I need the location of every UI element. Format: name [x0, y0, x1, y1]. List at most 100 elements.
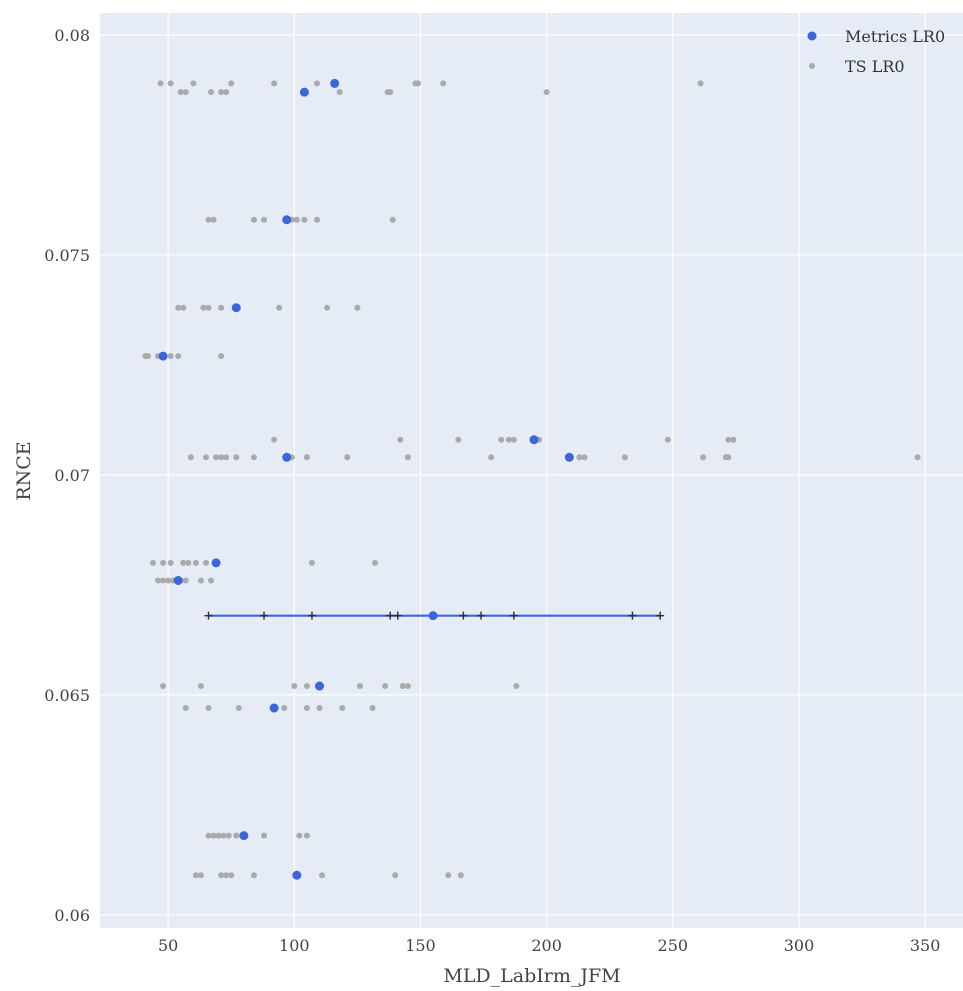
- ts-lr0-point: [215, 832, 222, 839]
- metrics-lr0-points: [158, 78, 574, 880]
- ts-lr0-point: [197, 872, 204, 879]
- range-line-marker: [459, 611, 468, 620]
- ts-lr0-point: [296, 832, 303, 839]
- ts-lr0-point: [319, 872, 326, 879]
- ts-lr0-point: [167, 559, 174, 566]
- ts-lr0-point: [440, 80, 447, 87]
- ts-lr0-point: [218, 304, 225, 311]
- ts-lr0-point: [389, 216, 396, 223]
- ts-lr0-point: [185, 559, 192, 566]
- ts-lr0-point: [149, 559, 156, 566]
- y-tick-label: 0.065: [44, 686, 90, 705]
- ts-lr0-point: [303, 454, 310, 461]
- range-line-marker: [204, 611, 213, 620]
- range-line-marker: [509, 611, 518, 620]
- x-tick-label: 150: [405, 936, 436, 955]
- legend-marker-ts-lr0: [809, 63, 815, 69]
- ts-lr0-point: [404, 454, 411, 461]
- range-line-marker: [386, 611, 395, 620]
- ts-lr0-point: [344, 454, 351, 461]
- ts-lr0-point: [197, 577, 204, 584]
- ts-lr0-point: [218, 353, 225, 360]
- ts-lr0-point: [190, 80, 197, 87]
- ts-lr0-point: [271, 436, 278, 443]
- metrics-lr0-point: [239, 831, 249, 841]
- legend-marker-metrics-lr0: [807, 31, 817, 41]
- ts-lr0-point: [414, 80, 421, 87]
- metrics-lr0-point: [299, 87, 309, 97]
- ts-lr0-point: [218, 89, 225, 96]
- metrics-lr0-point: [282, 452, 292, 462]
- ts-lr0-points: [142, 80, 921, 879]
- ts-lr0-point: [223, 872, 230, 879]
- ts-lr0-point: [177, 89, 184, 96]
- ts-lr0-point: [314, 216, 321, 223]
- metrics-lr0-point: [529, 435, 539, 445]
- ts-lr0-point: [404, 683, 411, 690]
- ts-lr0-point: [308, 559, 315, 566]
- range-line-marker: [393, 611, 402, 620]
- ts-lr0-point: [488, 454, 495, 461]
- y-tick-labels: 0.06 0.065 0.07 0.075 0.08: [44, 26, 90, 925]
- ts-lr0-point: [144, 353, 151, 360]
- metrics-lr0-point: [330, 78, 340, 88]
- ts-lr0-point: [202, 559, 209, 566]
- plot-background: [100, 13, 963, 928]
- y-axis-title: RNCE: [13, 441, 35, 500]
- legend[interactable]: Metrics LR0 TS LR0: [807, 27, 946, 76]
- ts-lr0-point: [730, 436, 737, 443]
- ts-lr0-point: [180, 559, 187, 566]
- ts-lr0-point: [160, 577, 167, 584]
- ts-lr0-point: [182, 89, 189, 96]
- ts-lr0-point: [208, 577, 215, 584]
- ts-lr0-point: [250, 454, 257, 461]
- ts-lr0-point: [382, 683, 389, 690]
- ts-lr0-point: [210, 216, 217, 223]
- ts-lr0-point: [392, 872, 399, 879]
- ts-lr0-point: [197, 683, 204, 690]
- ts-lr0-point: [218, 872, 225, 879]
- ts-lr0-point: [725, 454, 732, 461]
- ts-lr0-point: [576, 454, 583, 461]
- ts-lr0-point: [445, 872, 452, 879]
- ts-lr0-point: [303, 832, 310, 839]
- ts-lr0-point: [261, 216, 268, 223]
- ts-lr0-point: [210, 832, 217, 839]
- x-tick-label: 200: [531, 936, 562, 955]
- ts-lr0-point: [303, 683, 310, 690]
- metrics-lr0-point: [173, 575, 183, 585]
- ts-lr0-point: [167, 80, 174, 87]
- ts-lr0-point: [192, 559, 199, 566]
- ts-lr0-point: [223, 454, 230, 461]
- ts-lr0-point: [167, 353, 174, 360]
- ts-lr0-point: [192, 872, 199, 879]
- ts-lr0-point: [387, 89, 394, 96]
- ts-lr0-point: [205, 216, 212, 223]
- ts-lr0-point: [621, 454, 628, 461]
- ts-lr0-point: [205, 304, 212, 311]
- ts-lr0-point: [261, 832, 268, 839]
- ts-lr0-point: [354, 304, 361, 311]
- ts-lr0-point: [165, 577, 172, 584]
- range-line-marker: [656, 611, 665, 620]
- ts-lr0-point: [205, 705, 212, 712]
- ts-lr0-point: [225, 832, 232, 839]
- metrics-lr0-point: [231, 303, 241, 313]
- ts-lr0-point: [235, 705, 242, 712]
- ts-lr0-point: [293, 216, 300, 223]
- ts-lr0-point: [339, 705, 346, 712]
- x-tick-label: 250: [658, 936, 689, 955]
- ts-lr0-point: [228, 80, 235, 87]
- metrics-lr0-point: [158, 351, 168, 361]
- ts-lr0-point: [233, 832, 240, 839]
- y-tick-label: 0.075: [44, 246, 90, 265]
- ts-lr0-point: [155, 577, 162, 584]
- ts-lr0-point: [213, 454, 220, 461]
- ts-lr0-point: [205, 832, 212, 839]
- x-tick-label: 350: [910, 936, 941, 955]
- legend-label-metrics-lr0: Metrics LR0: [845, 27, 945, 46]
- ts-lr0-point: [510, 436, 517, 443]
- x-axis-title: MLD_LabIrm_JFM: [443, 965, 620, 987]
- ts-lr0-point: [303, 705, 310, 712]
